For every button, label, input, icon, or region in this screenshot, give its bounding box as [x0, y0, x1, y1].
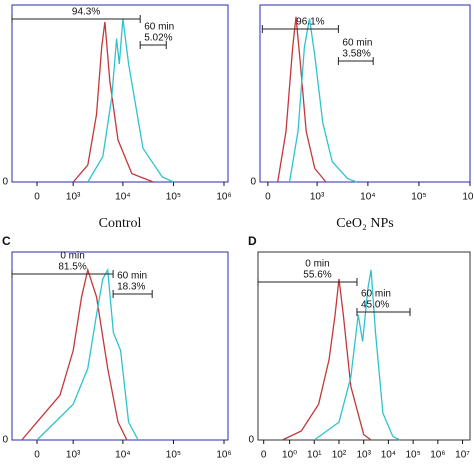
gate-bracket — [11, 270, 114, 278]
gate-name: 0 min — [60, 251, 84, 262]
histogram-line — [21, 267, 128, 441]
x-tick-label: 10³ — [66, 192, 81, 203]
y-tick-label: 0 — [250, 177, 256, 188]
gate-name: 0 min — [305, 259, 329, 270]
gate-name: 60 min — [117, 271, 147, 282]
gate-percent: 81.5% — [58, 262, 86, 273]
gate-bracket — [337, 57, 374, 65]
plot-frame — [259, 4, 471, 183]
x-tick-label: 10⁵ — [166, 192, 181, 203]
histogram-line — [277, 16, 327, 183]
gate-percent: 45.0% — [361, 300, 389, 311]
gate-name: 60 min — [144, 22, 174, 33]
plot-frame — [11, 4, 229, 183]
gate-percent: 94.3% — [72, 7, 100, 18]
plot-frame — [257, 251, 471, 441]
y-tick-label: 0 — [2, 435, 8, 446]
x-tick-label: 10⁴ — [115, 450, 130, 461]
x-tick-label: 10⁵ — [411, 192, 426, 203]
gate-name: 60 min — [342, 38, 372, 49]
x-tick-label: 10⁶ — [216, 192, 231, 203]
x-tick-label: 0 — [34, 192, 40, 203]
gate-percent: 18.3% — [117, 282, 145, 293]
y-tick-label: 0 — [2, 177, 8, 188]
x-tick-label: 10⁶ — [216, 450, 231, 461]
gate-bracket — [112, 290, 153, 298]
x-tick-label: 10⁷ — [455, 450, 470, 461]
gate-percent: 3.58% — [342, 49, 370, 60]
x-tick-label: 10⁵ — [405, 450, 420, 461]
x-tick-label: 0 — [265, 192, 271, 203]
x-tick-label: 10⁶ — [430, 450, 445, 461]
x-tick-label: 10³ — [356, 450, 371, 461]
x-tick-label: 10¹ — [307, 450, 322, 461]
x-tick-label: 10⁴ — [360, 192, 375, 203]
gate-bracket — [257, 278, 358, 286]
x-tick-label: 10² — [332, 450, 347, 461]
panel-label: C — [2, 234, 11, 248]
x-tick-label: 10⁶ — [462, 192, 474, 203]
x-tick-label: 0 — [261, 450, 267, 461]
gate-bracket — [356, 308, 411, 316]
caption: CeO₂ NPs — [336, 216, 393, 231]
histogram-line — [313, 269, 401, 441]
histogram-line — [72, 21, 154, 183]
gate-name: 60 min — [361, 289, 391, 300]
gate-bracket — [11, 15, 141, 23]
gate-percent: 5.02% — [144, 33, 172, 44]
histogram-line — [87, 18, 174, 183]
x-tick-label: 10⁴ — [115, 192, 130, 203]
histogram-line — [288, 18, 357, 183]
x-tick-label: 10³ — [66, 450, 81, 461]
gate-bracket — [139, 41, 167, 49]
plot-frame — [11, 251, 229, 441]
caption: Control — [99, 216, 142, 231]
x-tick-label: 0 — [34, 450, 40, 461]
panel-label: D — [248, 234, 257, 248]
histogram-line — [36, 267, 139, 441]
gate-percent: 55.6% — [303, 270, 331, 281]
y-tick-label: 0 — [248, 435, 254, 446]
x-tick-label: 10⁵ — [166, 450, 181, 461]
x-tick-label: 10³ — [310, 192, 325, 203]
histogram-line — [282, 278, 372, 441]
x-tick-label: 10⁴ — [381, 450, 396, 461]
gate-percent: 96.1% — [296, 17, 324, 28]
x-tick-label: 10⁰ — [282, 450, 297, 461]
gate-bracket — [261, 25, 339, 33]
